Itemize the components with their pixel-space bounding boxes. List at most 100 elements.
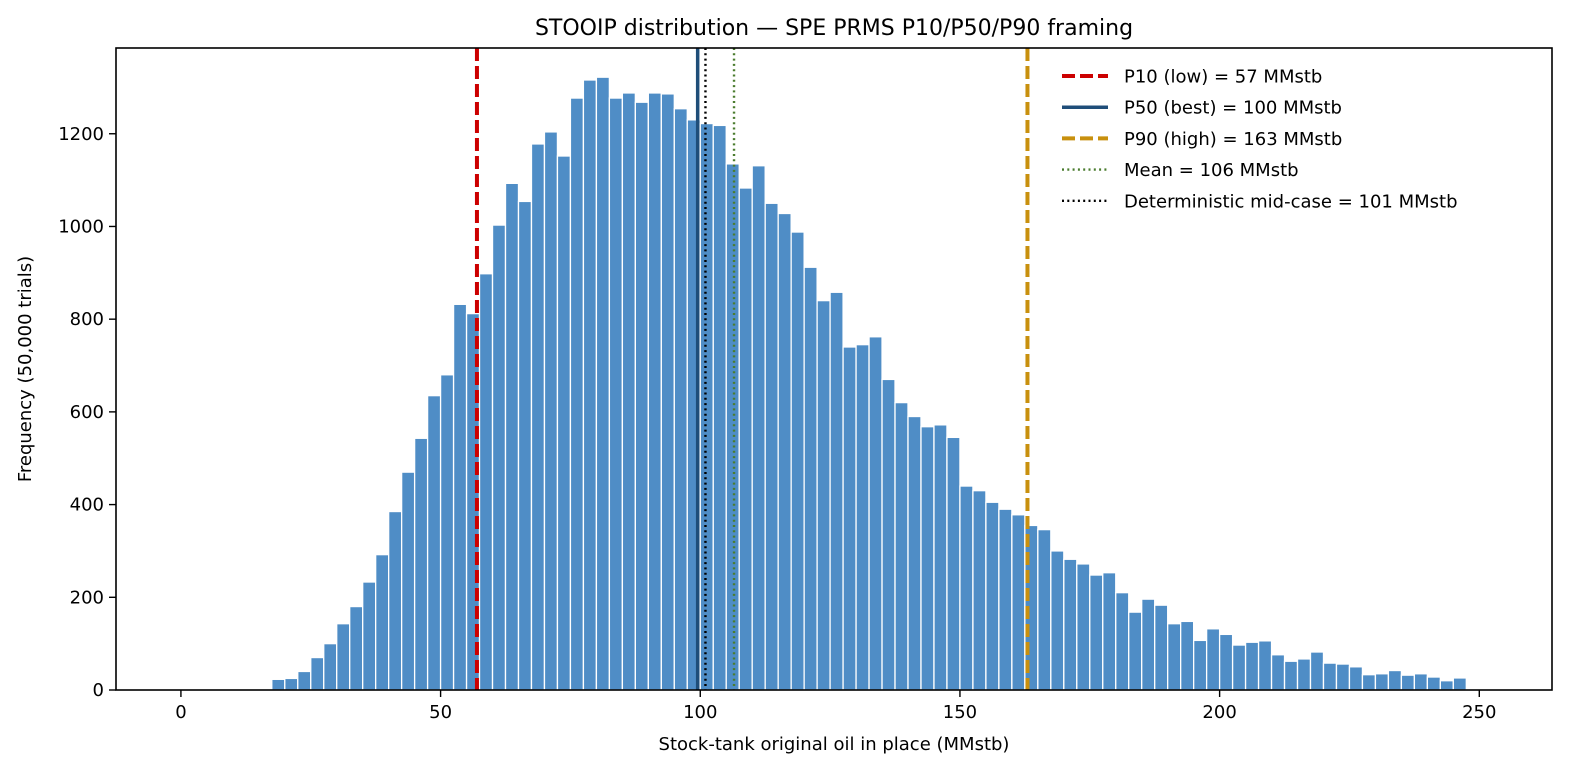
histogram-bar (1180, 620, 1195, 691)
plot-frame (115, 47, 1553, 691)
histogram-bar (894, 401, 909, 691)
histogram-bar (582, 79, 598, 691)
histogram-bar (543, 131, 559, 691)
histogram-bar (972, 490, 987, 691)
histogram-bar (1141, 598, 1156, 691)
histogram-bar (959, 485, 974, 691)
histogram-bar (725, 163, 740, 691)
histogram-bar (803, 266, 818, 691)
y-tick-label: 1200 (58, 124, 104, 145)
histogram-bar (310, 656, 325, 691)
histogram-bar (1154, 604, 1169, 691)
histogram-bar (323, 643, 338, 691)
axes: 0 50 100 150 200 250 0 200 400 600 800 1000 1200 (58, 47, 1553, 723)
reference-lines (474, 48, 1030, 690)
histogram-bar (738, 187, 753, 691)
histogram-bar (413, 437, 429, 691)
histogram-bar (1205, 628, 1221, 691)
y-tick-label: 400 (70, 495, 104, 516)
histogram-bar (388, 510, 403, 691)
legend-label: P90 (high) = 163 MMstb (1124, 129, 1342, 150)
histogram-bar (1426, 676, 1441, 691)
histogram-bar (842, 346, 857, 691)
histogram-bar (998, 508, 1013, 691)
histogram-bar (504, 182, 520, 691)
histogram-bar (1452, 677, 1467, 691)
legend: P10 (low) = 57 MMstb P50 (best) = 100 MMs… (1062, 67, 1458, 212)
legend-label: Mean = 106 MMstb (1124, 160, 1299, 181)
histogram-bar (920, 426, 935, 691)
y-tick-label: 1000 (58, 216, 104, 237)
histogram-bar (790, 231, 805, 691)
histogram-bar (647, 92, 662, 691)
histogram-bar (1089, 574, 1104, 691)
histogram-bar (362, 581, 377, 691)
histogram-bar (1309, 651, 1325, 691)
histogram-bar (452, 303, 468, 691)
histogram-bar (439, 374, 455, 691)
y-tick-label: 800 (70, 309, 104, 330)
histogram-bar (907, 415, 922, 691)
histogram-bar (1400, 674, 1416, 691)
x-tick-label: 100 (683, 702, 717, 723)
y-tick-label: 600 (70, 402, 104, 423)
y-axis-label: Frequency (50,000 trials) (15, 256, 36, 482)
histogram-bar (660, 93, 675, 691)
histogram-bar (1115, 592, 1130, 691)
histogram-bar (1231, 644, 1247, 691)
histogram-bar (491, 224, 507, 691)
histogram-bar (608, 97, 624, 691)
histogram-bar (946, 436, 961, 691)
histogram-bar (1102, 572, 1117, 691)
x-tick-label: 0 (175, 702, 186, 723)
histogram-bar (400, 471, 416, 691)
histogram-bar (751, 165, 766, 691)
histogram-bar (1076, 563, 1091, 691)
histogram-bar (673, 108, 688, 691)
histogram-bar (349, 605, 364, 691)
x-tick-label: 250 (1462, 702, 1496, 723)
legend-label: P50 (best) = 100 MMstb (1124, 98, 1342, 119)
histogram-bar (1387, 669, 1403, 691)
histogram-bar (634, 101, 649, 691)
histogram-bar (1361, 674, 1377, 691)
histogram-bar (881, 378, 896, 691)
x-tick-label: 50 (429, 702, 452, 723)
chart-title: STOOIP distribution — SPE PRMS P10/P50/P… (535, 16, 1133, 41)
y-tick-label: 0 (93, 680, 104, 701)
histogram-bar (336, 623, 351, 691)
histogram-bar (816, 299, 831, 691)
histogram-bar (284, 677, 299, 691)
histogram-bar (1193, 639, 1208, 691)
histogram-bar (1050, 550, 1065, 691)
histogram-bar (1335, 663, 1351, 691)
histogram-bar (1037, 528, 1052, 691)
histogram-bar (1322, 662, 1338, 691)
histogram-bar (375, 554, 390, 691)
histogram-bar (1011, 514, 1026, 691)
y-tick-label: 200 (70, 587, 104, 608)
histogram-bar (777, 212, 792, 691)
histogram-bar (556, 155, 572, 691)
histogram-bar (1128, 611, 1143, 691)
histogram-bar (426, 394, 442, 691)
histogram-bar (855, 344, 870, 691)
x-tick-label: 150 (943, 702, 977, 723)
histogram-bar (1063, 558, 1078, 691)
histogram-bar (569, 97, 585, 691)
histogram-bar (595, 76, 611, 691)
histogram-bar (297, 670, 312, 691)
legend-label: Deterministic mid-case = 101 MMstb (1124, 191, 1458, 212)
x-axis-label: Stock-tank original oil in place (MMstb) (659, 734, 1010, 755)
histogram-bar (1218, 633, 1234, 691)
histogram-bar (1244, 641, 1260, 691)
histogram-bar (621, 92, 636, 691)
histogram-bar (1348, 666, 1364, 691)
histogram-bar (1257, 640, 1273, 691)
histogram-bar (1167, 623, 1182, 691)
histogram-bar (1283, 660, 1299, 691)
histogram-bar (271, 678, 286, 691)
histogram-bar (712, 124, 727, 691)
histogram-bar (699, 122, 714, 691)
